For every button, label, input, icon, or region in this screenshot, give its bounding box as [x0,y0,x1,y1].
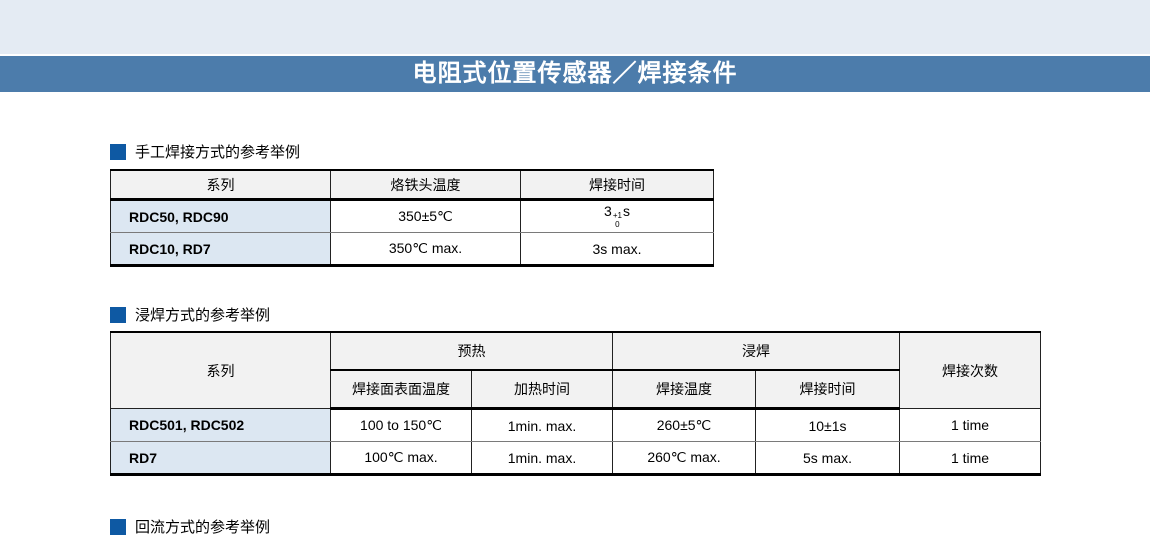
dip-soldering-table: 系列 预热 浸焊 焊接次数 焊接面表面温度 加热时间 焊接温度 焊接时间 RDC… [110,331,1041,476]
tolerance-sup: +1 [612,211,622,221]
table-row: RDC10, RD7 350℃ max. 3s max. [110,232,714,267]
series-cell: RDC10, RD7 [110,232,331,267]
header-soldering-count: 焊接次数 [899,331,1041,409]
top-strip [0,0,1150,54]
time-base: 3 [604,203,612,220]
value-cell-count: 1 time [899,441,1041,476]
blue-square-icon [110,143,126,160]
value-cell-dip-time: 5s max. [755,441,900,476]
header-heating-time: 加热时间 [471,369,613,410]
header-tip-temperature: 烙铁头温度 [330,169,521,201]
value-cell-temp: 350±5℃ [330,199,521,233]
page-title: 电阻式位置传感器／焊接条件 [412,60,738,87]
value-cell-preheat-temp: 100℃ max. [330,441,472,476]
blue-square-icon [110,306,126,323]
blue-square-icon [110,518,126,535]
value-cell-dip-time: 10±1s [755,408,900,442]
tolerance-stack: +1 0 [612,211,622,230]
table-row: RDC50, RDC90 350±5℃ 3 +1 0 s [110,199,714,233]
value-cell-temp: 350℃ max. [330,232,521,267]
table-header-row: 系列 烙铁头温度 焊接时间 [110,169,714,201]
title-band: 电阻式位置传感器／焊接条件 [0,56,1150,92]
value-cell-dip-temp: 260℃ max. [612,441,756,476]
value-cell-dip-temp: 260±5℃ [612,408,756,442]
series-cell: RDC50, RDC90 [110,199,331,233]
header-soldering-time: 焊接时间 [520,169,714,201]
series-cell: RDC501, RDC502 [110,408,331,442]
header-series: 系列 [110,331,331,409]
value-cell-preheat-time: 1min. max. [471,408,613,442]
manual-soldering-table: 系列 烙铁头温度 焊接时间 RDC50, RDC90 350±5℃ 3 +1 0 s … [110,169,714,267]
series-cell: RD7 [110,441,331,476]
header-group-dip: 浸焊 [612,331,900,371]
header-group-preheat: 预热 [330,331,613,371]
value-cell-preheat-temp: 100 to 150℃ [330,408,472,442]
table-row: RD7 100℃ max. 1min. max. 260℃ max. 5s ma… [110,441,1041,476]
table-row: RDC501, RDC502 100 to 150℃ 1min. max. 26… [110,408,1041,442]
value-cell-count: 1 time [899,408,1041,442]
value-cell-time: 3s max. [520,232,714,267]
section-heading-dip-label: 浸焊方式的参考举例 [135,307,271,324]
header-soldering-time: 焊接时间 [755,369,900,410]
header-series: 系列 [110,169,331,201]
section-heading-manual: 手工焊接方式的参考举例 [110,141,300,162]
time-suffix: s [622,203,630,220]
table-header-group-row: 系列 预热 浸焊 焊接次数 [110,331,1041,409]
value-cell-preheat-time: 1min. max. [471,441,613,476]
header-soldering-temperature: 焊接温度 [612,369,756,410]
value-cell-time-tolerance: 3 +1 0 s [520,199,714,233]
table-header-sub-row: 焊接面表面温度 加热时间 焊接温度 焊接时间 [111,369,1041,410]
section-heading-manual-label: 手工焊接方式的参考举例 [135,144,301,161]
section-heading-reflow-label: 回流方式的参考举例 [135,519,271,536]
section-heading-dip: 浸焊方式的参考举例 [110,304,270,325]
header-surface-temperature: 焊接面表面温度 [330,369,472,410]
tolerance-sub: 0 [615,220,620,229]
section-heading-reflow: 回流方式的参考举例 [110,516,270,537]
